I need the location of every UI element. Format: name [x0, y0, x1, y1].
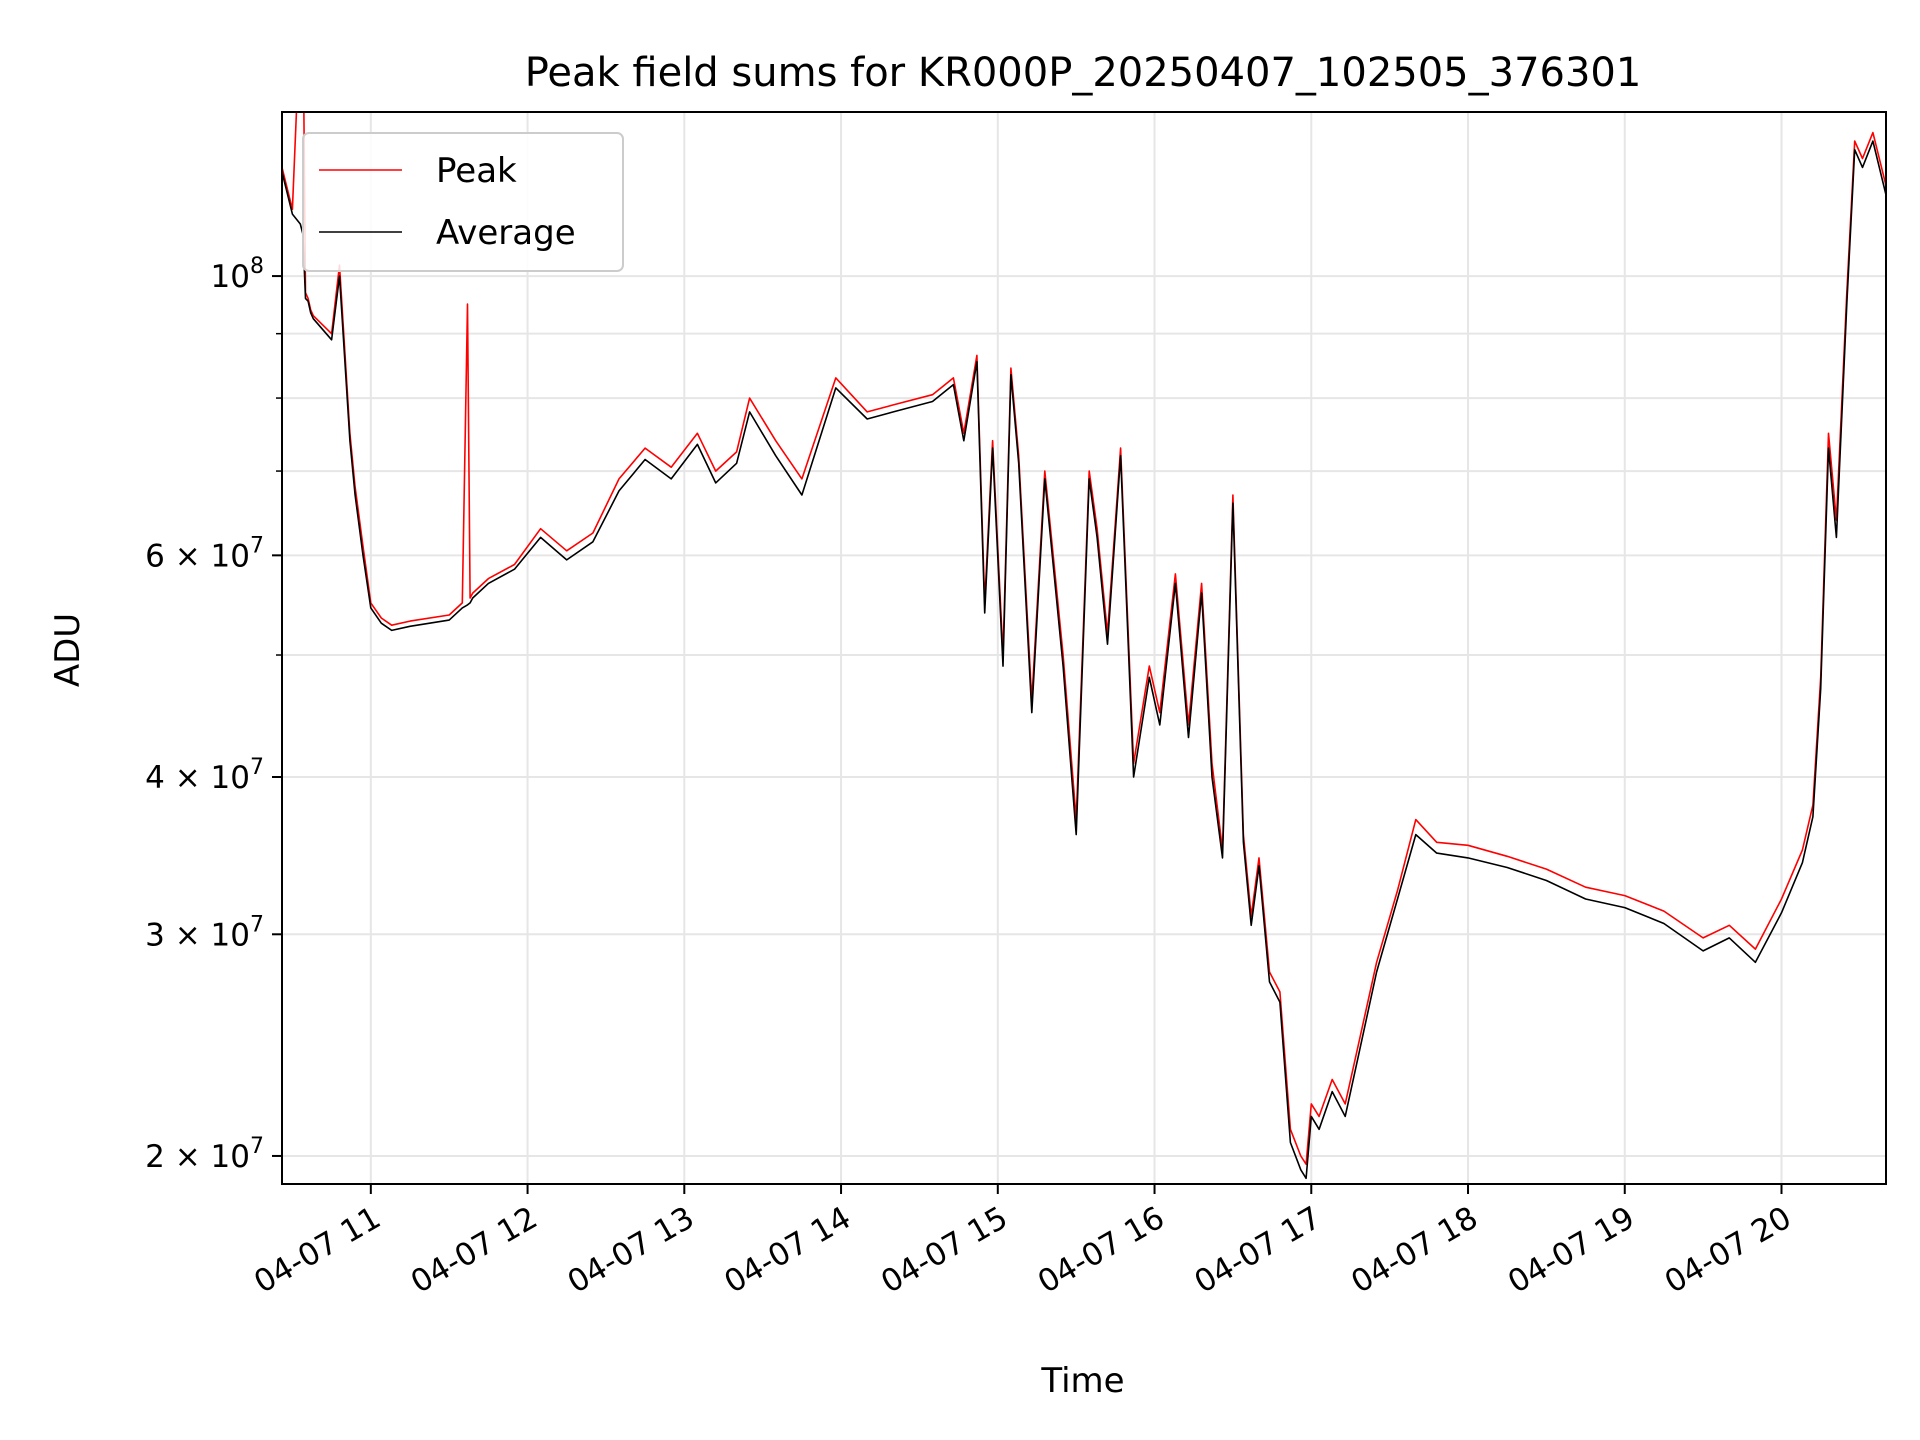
legend-label-average: Average	[436, 213, 576, 253]
y-tick-label: 3 × 107	[145, 912, 264, 953]
y-tick-label: 6 × 107	[145, 533, 264, 574]
plot-background	[282, 112, 1886, 1184]
y-axis-label: ADU	[48, 613, 88, 687]
plot-area: 04-07 11 04-07 12 04-07 13 04-07 14 04-07 15…	[145, 111, 1887, 1301]
x-axis-label: Time	[1040, 1361, 1124, 1401]
y-tick-label: 2 × 107	[145, 1134, 264, 1175]
chart-title: Peak field sums for KR000P_20250407_1025…	[525, 50, 1642, 96]
legend: Peak Average	[302, 132, 624, 272]
legend-box	[302, 132, 624, 272]
y-tick-label: 108	[211, 254, 264, 295]
series-line-average	[282, 140, 1886, 1180]
legend-label-peak: Peak	[436, 151, 517, 191]
axes-frame	[281, 111, 1887, 1185]
series-line-peak	[282, 112, 1886, 1165]
y-tick-label: 4 × 107	[145, 755, 264, 796]
